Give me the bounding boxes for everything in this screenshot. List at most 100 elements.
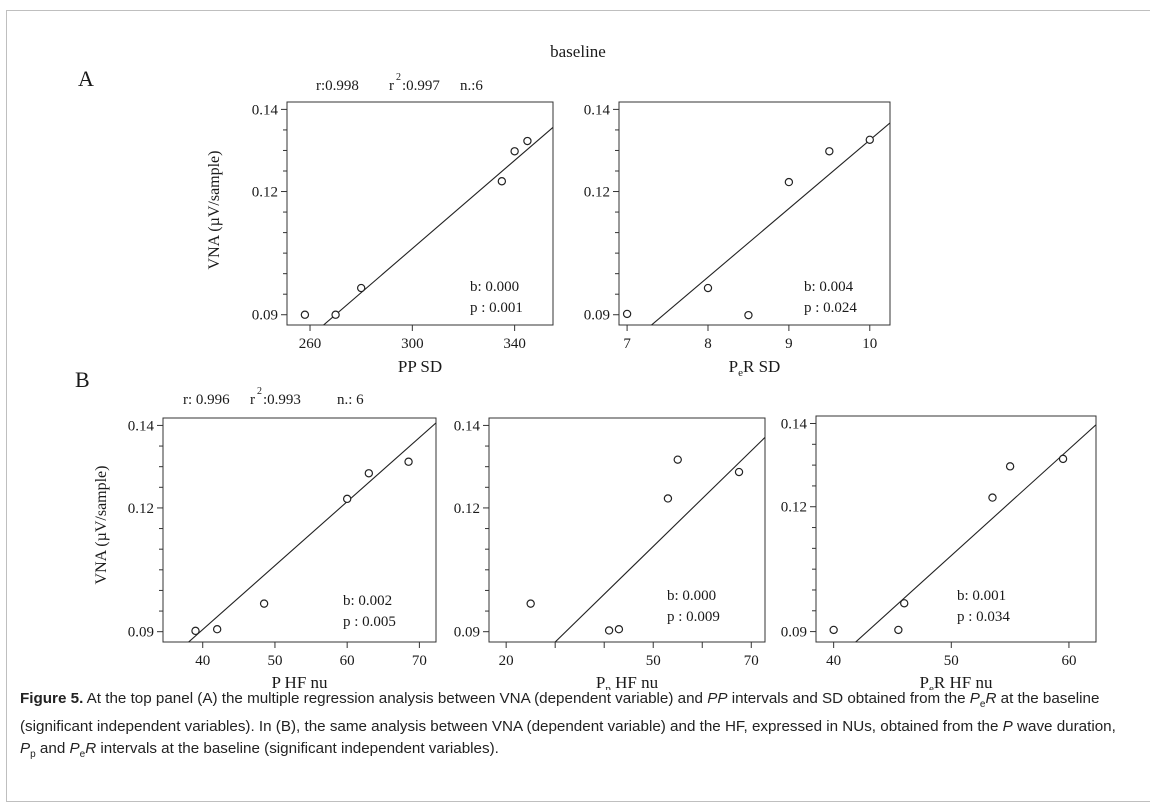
x-axis-label: P HF nu xyxy=(271,673,328,690)
x-axis-label: PP SD xyxy=(398,357,442,376)
chart-panel-2: 0.09 0.12 0.14 7 8 9 10 b: 0.004 p : 0.024 PeR SD xyxy=(584,101,891,379)
data-point xyxy=(784,177,794,187)
regression-line xyxy=(854,424,1096,642)
data-point xyxy=(523,136,532,146)
data-point xyxy=(614,625,624,634)
x-tick-label: 40 xyxy=(195,653,210,669)
caption-text: At the top panel (A) the multiple regres… xyxy=(83,690,708,707)
data-point xyxy=(703,283,713,293)
chart-panel-1: 0.09 0.12 0.14 260 300 340 b: 0.000 p : 0.001 PP… xyxy=(252,101,554,376)
x-tick-label: 260 xyxy=(299,336,322,352)
data-point xyxy=(259,599,269,608)
panel-a-label: A xyxy=(78,66,94,91)
x-tick-label: 50 xyxy=(944,653,959,669)
panel-a-r: r:0.998 xyxy=(316,78,359,94)
stat-annotation: b: 0.002 xyxy=(343,593,392,609)
x-tick-label: 60 xyxy=(340,653,355,669)
chart-panel-4: 0.09 0.12 0.14 20 50 70 b: 0.000 p : 0.009 Pp HF… xyxy=(454,417,766,690)
data-point xyxy=(356,283,366,293)
panel-b-r: r: 0.996 xyxy=(183,392,230,408)
y-tick-label: 0.12 xyxy=(781,500,807,516)
panel-b-r2-exp: 2 xyxy=(257,386,262,397)
x-tick-label: 7 xyxy=(623,336,631,352)
y-tick-label: 0.14 xyxy=(128,418,155,434)
stat-annotation: p : 0.024 xyxy=(804,300,857,316)
data-point xyxy=(342,494,352,504)
plot-frame xyxy=(488,417,766,643)
plot-frame xyxy=(286,101,554,326)
plot-frame xyxy=(618,101,891,326)
data-point xyxy=(622,309,632,319)
stat-annotation: p : 0.009 xyxy=(667,609,720,625)
caption-text: intervals and SD obtained from the xyxy=(727,690,970,707)
plot-frame xyxy=(162,417,437,643)
data-point xyxy=(894,625,903,635)
caption-text: PP xyxy=(707,690,728,707)
panel-a-r2-val: :0.997 xyxy=(402,78,440,94)
figure-svg: baseline A B r:0.998 r 2 :0.997 n.:6 r: … xyxy=(75,42,1097,690)
x-axis-label: PeR SD xyxy=(729,357,781,379)
data-point xyxy=(212,625,222,634)
y-tick-label: 0.09 xyxy=(781,625,807,641)
data-point xyxy=(988,493,997,502)
panel-a-r2-exp: 2 xyxy=(396,72,401,83)
y-tick-label: 0.14 xyxy=(584,102,611,118)
x-tick-label: 10 xyxy=(862,336,877,352)
stat-annotation: b: 0.001 xyxy=(957,588,1006,604)
x-tick-label: 60 xyxy=(1061,653,1076,669)
panel-b-r2-label: r xyxy=(250,392,255,408)
y-tick-label: 0.12 xyxy=(252,185,278,201)
y-tick-label: 0.09 xyxy=(252,308,278,324)
y-tick-label: 0.09 xyxy=(128,625,154,641)
regression-line xyxy=(322,126,553,325)
data-point xyxy=(191,626,200,636)
caption-text: intervals at the baseline (significant i… xyxy=(96,740,499,758)
data-point xyxy=(604,626,614,635)
x-tick-label: 20 xyxy=(499,653,514,669)
panel-b-label: B xyxy=(75,367,90,392)
x-tick-label: 8 xyxy=(704,336,712,352)
y-tick-label: 0.14 xyxy=(781,416,808,432)
data-point xyxy=(331,310,340,319)
caption-text: and xyxy=(35,740,70,758)
x-tick-label: 70 xyxy=(412,653,427,669)
panel-a-ylabel: VNA (µV/sample) xyxy=(206,151,223,270)
x-axis-label: PeR HF nu xyxy=(920,673,993,690)
caption-text: e xyxy=(79,749,86,761)
caption-text: e xyxy=(979,699,986,711)
x-tick-label: 40 xyxy=(826,653,841,669)
panel-a-r2-label: r xyxy=(389,78,394,94)
caption-lead: Figure 5. xyxy=(20,690,84,707)
stat-annotation: p : 0.005 xyxy=(343,614,396,630)
chart-panel-3: 0.09 0.12 0.14 40 50 60 70 b: 0.002 p : 0.005 P H… xyxy=(128,417,437,690)
data-point xyxy=(673,455,682,464)
caption-text: at the baseline (significant independent… xyxy=(20,690,1100,736)
data-point xyxy=(510,147,519,156)
data-point xyxy=(364,469,374,478)
x-tick-label: 50 xyxy=(646,653,661,669)
x-tick-label: 300 xyxy=(401,336,424,352)
caption-text: P xyxy=(69,740,80,758)
x-tick-label: 340 xyxy=(503,336,526,352)
caption-text: wave duration, xyxy=(1012,718,1116,736)
y-tick-label: 0.14 xyxy=(454,418,481,434)
data-point xyxy=(744,310,753,320)
data-point xyxy=(497,177,507,186)
stat-annotation: b: 0.000 xyxy=(667,588,716,604)
data-point xyxy=(734,467,744,477)
panel-b-stats: r: 0.996 r 2 :0.993 n.: 6 xyxy=(183,386,364,408)
caption-text: P xyxy=(969,690,980,707)
data-point xyxy=(404,457,413,466)
caption-text: R xyxy=(985,690,997,707)
stat-annotation: b: 0.000 xyxy=(470,279,519,295)
overall-title: baseline xyxy=(550,42,606,61)
panel-b-n: n.: 6 xyxy=(337,392,364,408)
panel-a-stats: r:0.998 r 2 :0.997 n.:6 xyxy=(316,72,483,94)
panel-b-r2-val: :0.993 xyxy=(263,392,301,408)
x-tick-label: 70 xyxy=(744,653,759,669)
data-point xyxy=(300,310,310,319)
data-point xyxy=(900,599,909,608)
caption-text: p xyxy=(30,749,36,761)
y-tick-label: 0.09 xyxy=(584,308,610,324)
